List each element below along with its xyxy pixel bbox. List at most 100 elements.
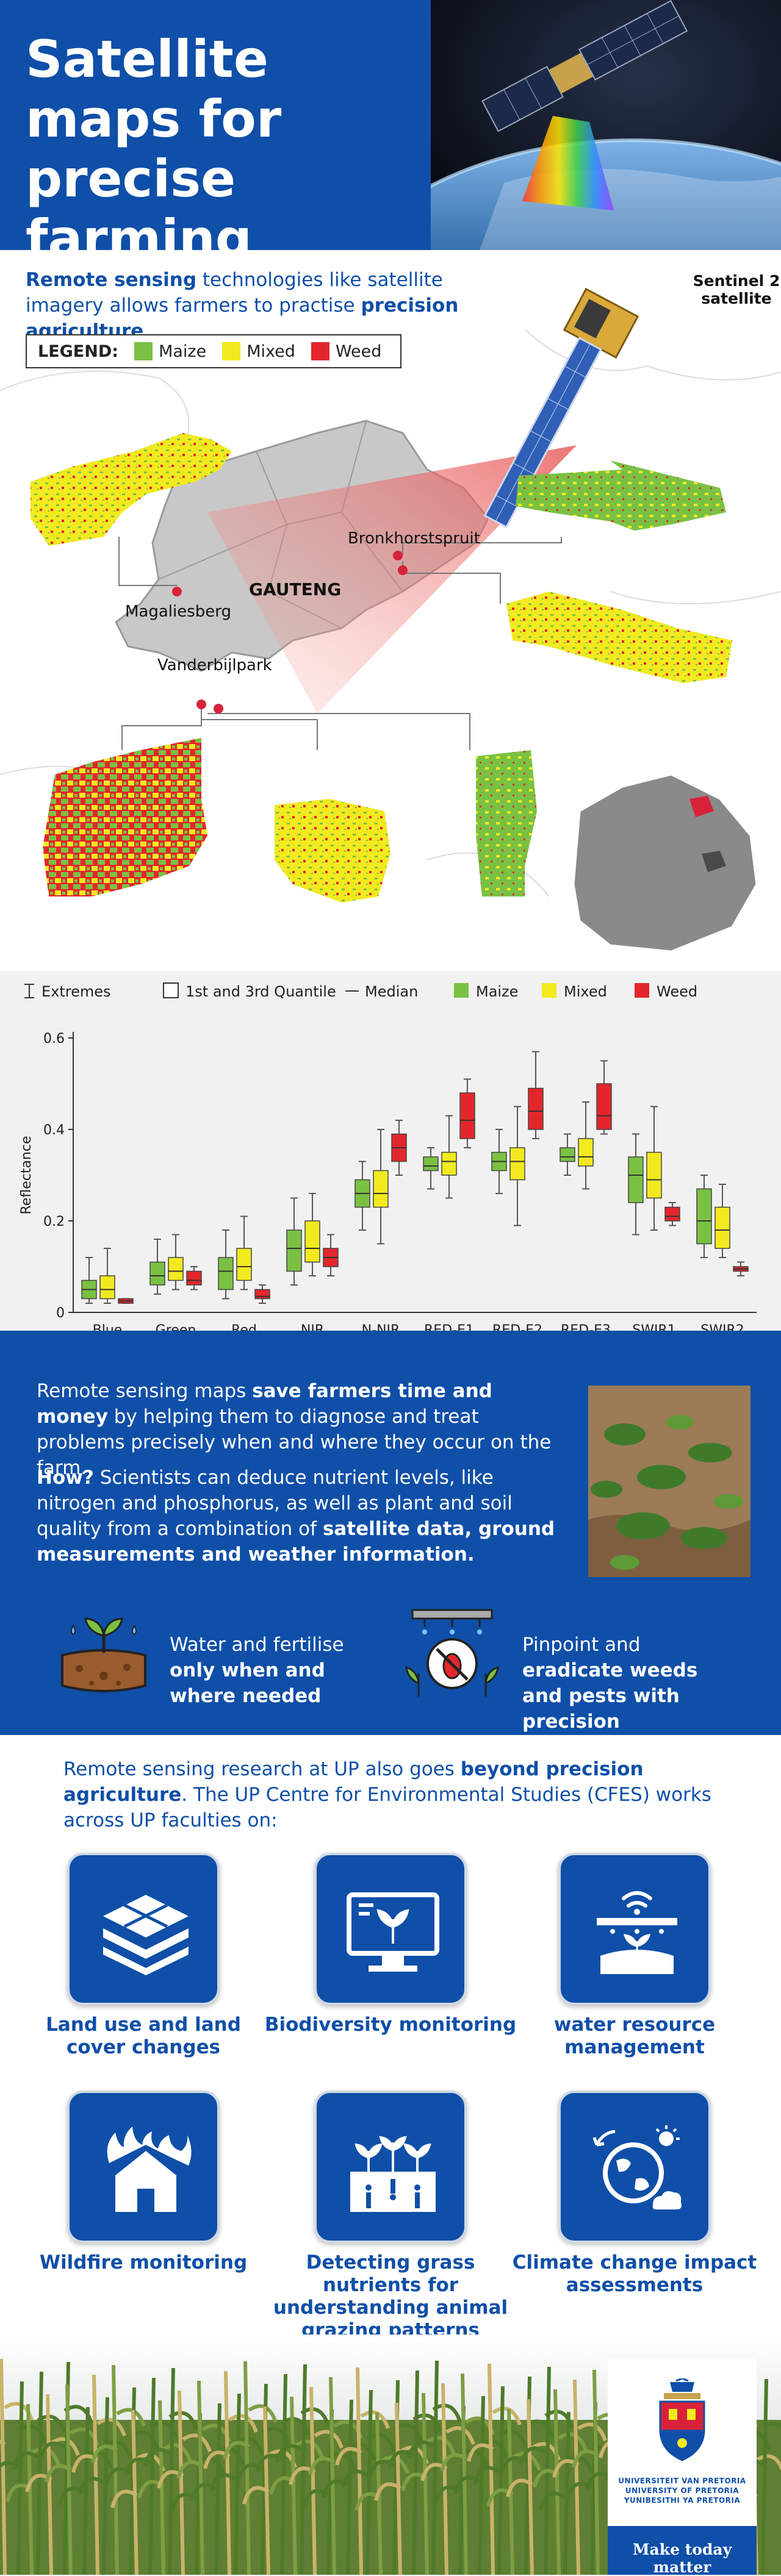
tile-water xyxy=(558,1853,711,2005)
caption-biodiversity: Biodiversity monitoring xyxy=(264,2014,517,2036)
monitor-plant-icon xyxy=(347,1892,439,1972)
box-maize xyxy=(628,1156,644,1203)
legend-label: Mixed xyxy=(564,983,607,1000)
place-label-bronkhorstspruit: Bronkhorstspruit xyxy=(348,529,480,548)
legend-weed-swatch xyxy=(635,983,649,998)
satellite-photo xyxy=(431,0,781,250)
legend-label: Maize xyxy=(476,983,518,1000)
box-maize xyxy=(423,1156,439,1172)
pin-bronkhorstspruit-2 xyxy=(398,565,408,575)
maize-stalk xyxy=(473,2386,528,2575)
field-vanderbijlpark-c xyxy=(476,750,537,896)
place-label-magaliesberg: Magaliesberg xyxy=(125,603,232,621)
legend-item-weed: Weed xyxy=(306,342,381,361)
south-africa-inset xyxy=(572,773,758,953)
sentinel-satellite-icon xyxy=(483,287,639,529)
university-crest-icon xyxy=(652,2377,713,2464)
field-vanderbijlpark-b xyxy=(275,799,390,903)
province-label: GAUTENG xyxy=(249,579,342,599)
box-mixed xyxy=(646,1151,662,1199)
y-axis-label: Reflectance xyxy=(19,1136,34,1214)
box-mixed xyxy=(168,1257,184,1281)
legend-title: LEGEND: xyxy=(38,342,119,361)
caption-climate: Climate change impact assessments xyxy=(512,2252,757,2296)
mixed-swatch xyxy=(222,342,241,360)
seedlings-icon xyxy=(350,2136,436,2212)
research-intro: Remote sensing research at UP also goes … xyxy=(63,1758,711,1831)
university-name: UNIVERSITEIT VAN PRETORIA UNIVERSITY OF … xyxy=(618,2477,746,2505)
page-title: Satellite maps for precise farming xyxy=(26,29,282,268)
box-plot: Extremes 1st and 3rd Quantile Median Maize M… xyxy=(19,982,757,1338)
legend-label: Extremes xyxy=(41,983,111,1000)
pin-vanderbijlpark xyxy=(196,699,206,709)
box-weed xyxy=(664,1206,680,1222)
legend-quantile-swatch xyxy=(163,982,179,998)
box-mixed xyxy=(304,1220,320,1263)
reflectance-chart: Extremes 1st and 3rd Quantile Median Maize M… xyxy=(0,971,781,1338)
box-maize xyxy=(149,1261,165,1286)
y-tick-label: 0.6 xyxy=(43,1031,65,1046)
grid-icon xyxy=(103,1895,189,1975)
box-maize xyxy=(218,1257,234,1290)
maize-stalk xyxy=(341,2389,396,2575)
caption-grass-nutrients: Detecting grass nutrients for understand… xyxy=(273,2252,508,2341)
feature-weeds-pests: Pinpoint and eradicate weeds and pests w… xyxy=(522,1634,698,1733)
x-tick-label: RED-E3 xyxy=(561,1323,611,1331)
maize-swatch xyxy=(134,342,153,360)
legend-mixed-swatch xyxy=(542,983,556,998)
intro-text: Remote sensing technologies like satelli… xyxy=(26,269,459,342)
box-mixed xyxy=(441,1151,457,1176)
maize-stalk xyxy=(209,2393,264,2575)
x-tick-label: N-NIR xyxy=(362,1323,400,1331)
box-maize xyxy=(696,1188,712,1245)
field-bronkhorstspruit-a xyxy=(516,460,726,531)
y-tick-label: 0 xyxy=(56,1306,65,1321)
box-mixed xyxy=(509,1147,525,1181)
legend-maize-swatch xyxy=(454,983,469,998)
field-magaliesberg xyxy=(31,433,232,546)
satellite-label: Sentinel 2 satellite xyxy=(693,272,780,307)
caption-wildfire: Wildfire monitoring xyxy=(39,2252,248,2274)
maize-stalk xyxy=(407,2360,462,2575)
feature-water-fertilise: Water and fertilise only when and where … xyxy=(170,1634,344,1707)
box-maize xyxy=(286,1229,302,1272)
field-bronkhorstspruit-b xyxy=(506,592,732,683)
place-label-vanderbijlpark: Vanderbijlpark xyxy=(157,656,272,674)
water-irrigation-icon xyxy=(597,1891,677,1974)
soil-plant-icon xyxy=(55,1608,153,1699)
y-tick-label: 0.2 xyxy=(43,1214,65,1229)
maize-stalk xyxy=(77,2397,132,2575)
benefit-paragraph: Remote sensing maps save farmers time an… xyxy=(37,1380,552,1479)
x-tick-label: RED-E1 xyxy=(424,1323,474,1331)
pin-bronkhorstspruit xyxy=(393,551,403,560)
x-tick-label: Green xyxy=(156,1323,196,1331)
box-maize xyxy=(560,1147,575,1162)
box-weed xyxy=(459,1092,475,1139)
box-mixed xyxy=(236,1248,252,1281)
tagline: Make today matter xyxy=(632,2541,732,2576)
legend-label: Median xyxy=(365,983,418,1000)
sprayer-bug-icon xyxy=(400,1605,504,1703)
gauteng-map xyxy=(0,287,781,953)
x-tick-label: SWIR1 xyxy=(632,1323,676,1331)
caption-water: water resource management xyxy=(553,2014,716,2058)
pin-magaliesberg xyxy=(172,587,182,596)
box-mixed xyxy=(578,1138,594,1167)
tile-biodiversity xyxy=(314,1853,467,2005)
field-photo xyxy=(588,1386,750,1577)
x-tick-label: Blue xyxy=(93,1323,123,1331)
tagline-bar xyxy=(608,2526,757,2575)
maize-stalk xyxy=(539,2411,594,2575)
x-tick-label: SWIR2 xyxy=(700,1323,744,1331)
box-mixed xyxy=(99,1275,115,1300)
caption-land-use: Land use and land cover changes xyxy=(46,2014,241,2058)
box-mixed xyxy=(373,1170,389,1208)
legend-item-mixed: Mixed xyxy=(217,342,295,361)
pin-vanderbijlpark-2 xyxy=(214,704,223,714)
box-mixed xyxy=(714,1206,730,1249)
globe-weather-icon xyxy=(592,2125,682,2209)
box-weed xyxy=(528,1087,544,1130)
tile-grass-nutrients xyxy=(314,2091,467,2243)
field-vanderbijlpark-a xyxy=(43,738,207,896)
weed-swatch xyxy=(311,342,329,360)
